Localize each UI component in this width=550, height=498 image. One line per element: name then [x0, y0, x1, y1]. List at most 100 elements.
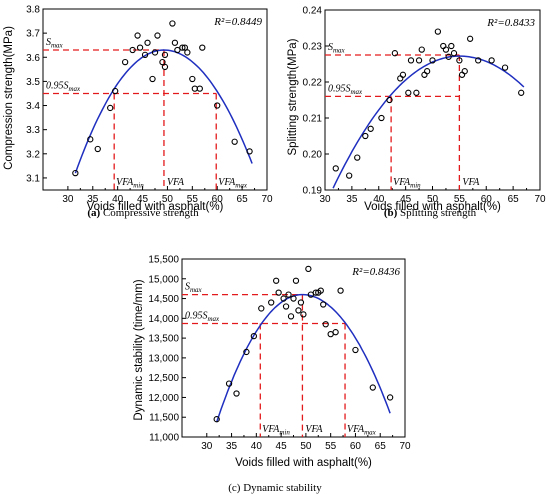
s95-label-sub: max [351, 88, 364, 96]
x-tick-label: 70 [399, 441, 411, 452]
s95-label: 0.95Smax [185, 310, 220, 323]
s95-label: 0.95Smax [328, 83, 363, 96]
chart-panel-a: 30 35 40 45 50 55 60 65 70 3.1 3.2 3.3 3.4 3.5 3.6 3.7 3… [3, 5, 273, 220]
x-tick-label: 40 [251, 441, 263, 452]
data-point [407, 57, 415, 64]
data-point [295, 307, 302, 314]
vfa-max-label-main: VFA [347, 424, 365, 435]
data-point [225, 380, 233, 387]
y-tick-label: 13,500 [148, 334, 179, 345]
plot-frame [181, 258, 406, 438]
data-point [233, 390, 240, 397]
data-point [362, 132, 369, 140]
x-tick-label: 35 [226, 441, 238, 452]
y-tick-label: 0.23 [303, 42, 323, 53]
x-tick-label: 35 [346, 194, 358, 205]
y-tick-label: 3.4 [26, 101, 40, 112]
smax-label-sub: max [333, 47, 346, 55]
x-tick-label: 70 [534, 194, 546, 205]
vfa-max-label-sub: max [235, 182, 248, 190]
data-point [94, 145, 101, 153]
x-tick-label: 45 [276, 441, 288, 452]
data-point [405, 89, 412, 96]
data-point [320, 301, 327, 308]
data-point [161, 51, 169, 59]
data-point [169, 20, 176, 27]
vfa-min-label-main: VFA [393, 177, 411, 188]
chart-panel-c: 30 35 40 45 50 55 60 65 70 11,000 11,500 12,000 12,5… [133, 255, 411, 495]
data-point [386, 96, 393, 104]
plot-frame [324, 9, 541, 191]
y-tick-label: 3.8 [26, 5, 40, 16]
data-point [246, 148, 253, 155]
data-point [292, 277, 300, 284]
y-tick-label: 3.2 [26, 149, 40, 160]
x-tick-label: 45 [400, 194, 412, 205]
s95-label-main: 0.95S [185, 310, 208, 321]
vfa-min-label: VFAmin [393, 177, 421, 190]
x-tick-label: 65 [375, 441, 387, 452]
x-axis-label: Voids filled with asphalt(%) [87, 201, 224, 213]
data-point [121, 58, 129, 66]
smax-label-main: S [46, 37, 51, 48]
caption-letter: (c) [228, 482, 241, 494]
data-point [87, 136, 94, 143]
data-point [450, 50, 458, 57]
data-point [300, 311, 307, 318]
panel-caption: (a) Compressive strength [87, 207, 199, 219]
data-point [72, 169, 79, 177]
y-tick-label: 11,000 [149, 433, 179, 444]
data-point [189, 75, 196, 83]
x-tick-label: 30 [201, 441, 213, 452]
data-point [413, 89, 420, 96]
vfa-min-label-main: VFA [262, 424, 280, 435]
x-tick-label: 30 [62, 194, 74, 205]
data-point [275, 289, 282, 296]
data-point [213, 416, 220, 423]
caption-letter: (b) [384, 207, 398, 219]
y-tick-label: 3.3 [26, 125, 40, 136]
data-point [214, 102, 221, 109]
data-point [151, 49, 159, 56]
data-point [268, 299, 275, 306]
data-point [440, 42, 447, 50]
data-point [391, 50, 399, 57]
data-point [174, 46, 181, 54]
data-point [129, 46, 136, 54]
data-point [287, 313, 295, 320]
data-point [199, 44, 206, 51]
data-point [322, 321, 329, 328]
data-point [518, 89, 525, 96]
vfa-max-label-sub: max [364, 429, 377, 437]
vfa-min-label-sub: min [410, 182, 421, 190]
y-axis-label: Compression strength(MPa) [3, 26, 15, 170]
y-tick-label: 14,000 [148, 314, 179, 325]
x-tick-label: 30 [319, 194, 331, 205]
data-point [418, 46, 425, 53]
fit-curve [74, 49, 253, 174]
data-point [378, 114, 385, 122]
y-tick-label: 12,000 [148, 393, 179, 404]
data-point [352, 346, 359, 354]
fit-curve [332, 55, 525, 189]
y-tick-label: 0.24 [303, 6, 323, 17]
data-point [107, 104, 114, 112]
data-point [421, 71, 428, 78]
data-point [458, 71, 466, 78]
x-tick-label: 55 [454, 194, 466, 205]
smax-label-main: S [185, 282, 190, 293]
data-point [397, 75, 404, 82]
data-point [141, 51, 149, 59]
data-point [354, 154, 361, 161]
data-point [196, 85, 203, 92]
y-axis-label: Dynamic stability (time/mm) [133, 279, 145, 420]
data-point [285, 291, 292, 298]
x-tick-label: 65 [237, 194, 249, 205]
data-point [501, 64, 509, 71]
data-point [415, 57, 423, 64]
y-tick-label: 12,500 [148, 373, 179, 384]
panel-caption: (c) Dynamic stability [228, 482, 322, 494]
data-point [466, 35, 474, 42]
x-axis-label: Voids filled with asphalt(%) [364, 201, 501, 213]
data-point [369, 384, 376, 391]
